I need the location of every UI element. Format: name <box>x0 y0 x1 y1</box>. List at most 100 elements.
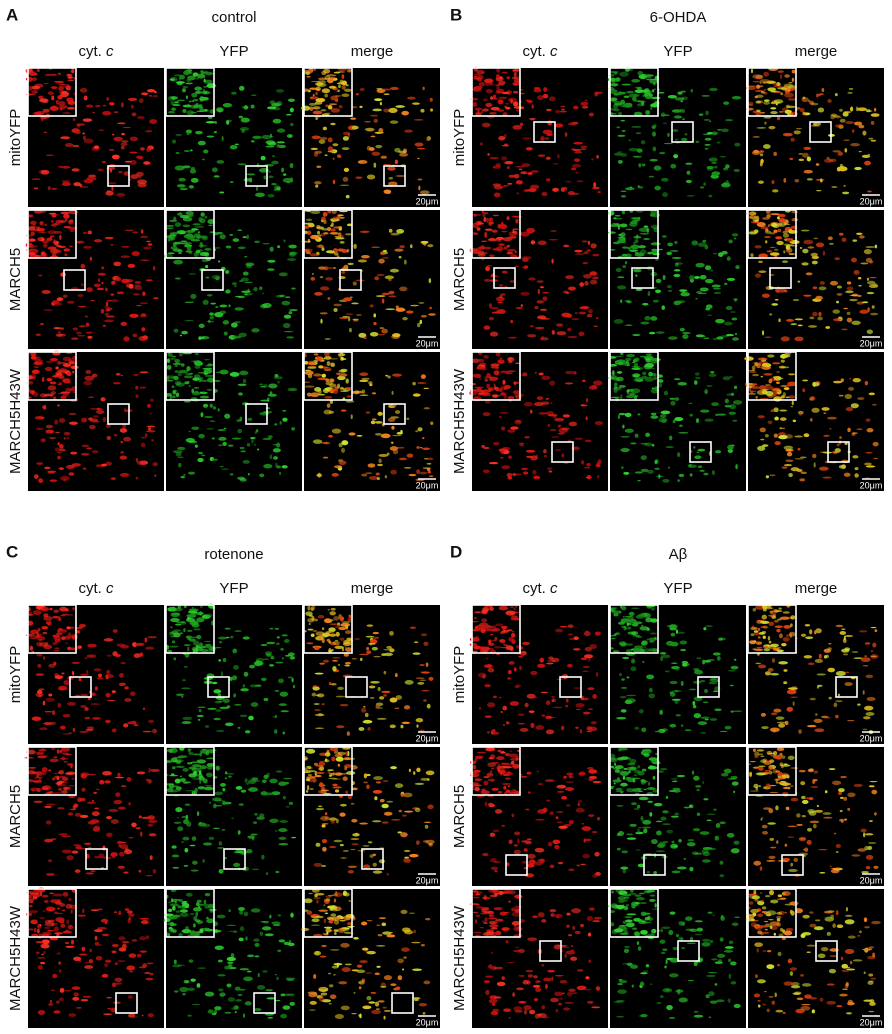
inset-frame <box>303 209 353 259</box>
inset-frame <box>27 209 77 259</box>
scale-bar-label: 20μm <box>860 1017 883 1027</box>
roi-box <box>245 403 268 425</box>
row-label: MARCH5H43W <box>7 368 24 474</box>
row-label: mitoYFP <box>7 646 24 704</box>
inset-frame <box>303 746 353 796</box>
roi-box <box>493 267 516 289</box>
inset-frame <box>747 351 797 401</box>
inset-frame <box>165 67 215 117</box>
micrograph <box>607 351 746 491</box>
row-label: MARCH5 <box>451 248 468 311</box>
inset-frame <box>747 67 797 117</box>
micrograph <box>25 209 164 349</box>
micrograph: 20μm <box>301 67 440 207</box>
roi-box <box>671 121 694 143</box>
micrograph: 20μm <box>744 208 884 349</box>
micrograph: 20μm <box>303 604 440 744</box>
scale-bar-label: 20μm <box>416 733 439 743</box>
roi-box <box>559 676 582 698</box>
column-header: cyt. c <box>522 580 558 597</box>
inset-frame <box>609 746 659 796</box>
scale-bar-label: 20μm <box>416 480 439 490</box>
panel-letter: B <box>450 5 462 24</box>
micrograph <box>608 209 746 349</box>
header-text: merge <box>795 43 838 60</box>
scale-bar-label: 20μm <box>416 875 439 885</box>
roi-box <box>383 403 406 425</box>
header-text: cyt. <box>78 43 101 60</box>
inset-frame <box>471 746 521 796</box>
header-text: cyt. <box>78 580 101 597</box>
micrograph <box>26 350 164 491</box>
header-italic: c <box>550 43 558 60</box>
roi-box <box>245 165 268 187</box>
inset-frame <box>303 67 353 117</box>
roi-box <box>107 403 130 425</box>
inset-frame <box>747 746 797 796</box>
micrograph <box>607 888 746 1028</box>
scale-bar-label: 20μm <box>860 875 883 885</box>
micrograph <box>163 209 302 349</box>
inset-frame <box>303 604 353 654</box>
roi-box <box>63 269 86 291</box>
micrograph <box>469 604 608 744</box>
inset-frame <box>165 209 215 259</box>
roi-box <box>505 854 528 876</box>
scale-bar-label: 20μm <box>860 338 883 348</box>
header-text: YFP <box>219 43 248 60</box>
micrograph <box>165 603 302 744</box>
inset-frame <box>27 67 77 117</box>
roi-box <box>533 121 556 143</box>
column-header: YFP <box>219 580 248 597</box>
header-text: merge <box>351 580 394 597</box>
row-label: MARCH5H43W <box>451 905 468 1011</box>
micrograph: 20μm <box>301 888 440 1028</box>
scale-bar-label: 20μm <box>860 196 883 206</box>
header-text: cyt. <box>522 43 545 60</box>
inset-frame <box>471 888 521 938</box>
header-text: cyt. <box>522 580 545 597</box>
roi-box <box>827 441 850 463</box>
roi-box <box>689 441 712 463</box>
scale-bar-label: 20μm <box>860 733 883 743</box>
inset-frame <box>609 888 659 938</box>
micrograph: 20μm <box>303 351 440 491</box>
roi-box <box>69 676 92 698</box>
header-text: YFP <box>663 580 692 597</box>
roi-box <box>207 676 230 698</box>
micrograph: 20μm <box>301 209 440 349</box>
header-text: merge <box>795 580 838 597</box>
roi-box <box>697 676 720 698</box>
micrograph <box>165 351 302 491</box>
panel-letter: C <box>6 542 18 561</box>
micrograph: 20μm <box>747 604 884 744</box>
roi-box <box>391 992 414 1014</box>
scale-bar-label: 20μm <box>416 196 439 206</box>
roi-box <box>643 854 666 876</box>
column-header: cyt. c <box>78 580 114 597</box>
micrograph: 20μm <box>745 888 884 1028</box>
micrograph: 20μm <box>744 351 884 491</box>
panel-title: rotenone <box>204 546 263 563</box>
roi-box <box>781 854 804 876</box>
row-label: MARCH5H43W <box>7 905 24 1011</box>
scale-bar-label: 20μm <box>416 1017 439 1027</box>
inset-frame <box>747 209 797 259</box>
header-italic: c <box>106 580 114 597</box>
micrograph <box>607 66 746 207</box>
roi-box <box>631 267 654 289</box>
column-header: merge <box>351 43 394 60</box>
row-label: MARCH5H43W <box>451 368 468 474</box>
inset-frame <box>303 888 353 938</box>
column-header: YFP <box>219 43 248 60</box>
micrograph <box>470 746 608 886</box>
column-header: merge <box>351 580 394 597</box>
micrograph <box>469 209 608 349</box>
roi-box <box>539 940 562 962</box>
panel-title: 6-OHDA <box>650 9 707 26</box>
inset-frame <box>165 888 215 938</box>
inset-frame <box>609 351 659 401</box>
micrograph: 20μm <box>746 67 884 207</box>
micrograph <box>470 66 608 207</box>
